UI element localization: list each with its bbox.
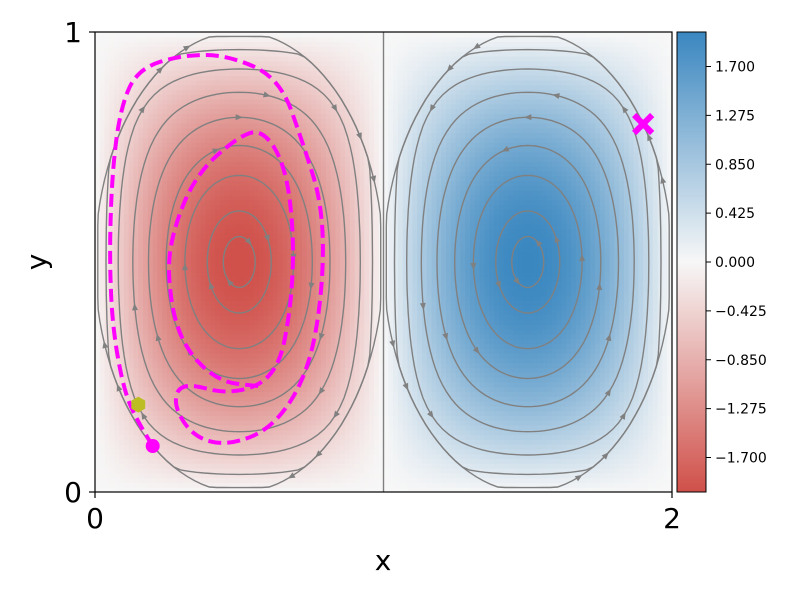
colorbar-tick-label: −1.700 [715, 451, 767, 467]
colorbar-tick-label: 0.000 [715, 255, 755, 271]
y-axis-label: y [20, 254, 53, 271]
x-tick-label-1: 2 [663, 502, 681, 535]
colorbar-tick-label: 0.425 [715, 206, 755, 222]
marker-start [146, 439, 160, 453]
colorbar [677, 32, 706, 492]
x-tick-label-0: 0 [86, 502, 104, 535]
colorbar-tick-label: −0.850 [715, 353, 767, 369]
colorbar-tick-label: 1.700 [715, 60, 755, 76]
colorbar-tick-label: −1.275 [715, 402, 767, 418]
x-axis-label: x [375, 544, 392, 577]
y-tick-label-0: 0 [64, 476, 82, 509]
colorbar-ticks: 1.700 1.275 0.850 0.425 0.000 −0.425 −0.850 −1.… [706, 60, 767, 467]
colorbar-tick-label: 1.275 [715, 108, 755, 124]
colorbar-tick-label: 0.850 [715, 157, 755, 173]
y-tick-label-1: 1 [64, 16, 82, 49]
colorbar-tick-label: −0.425 [715, 304, 767, 320]
